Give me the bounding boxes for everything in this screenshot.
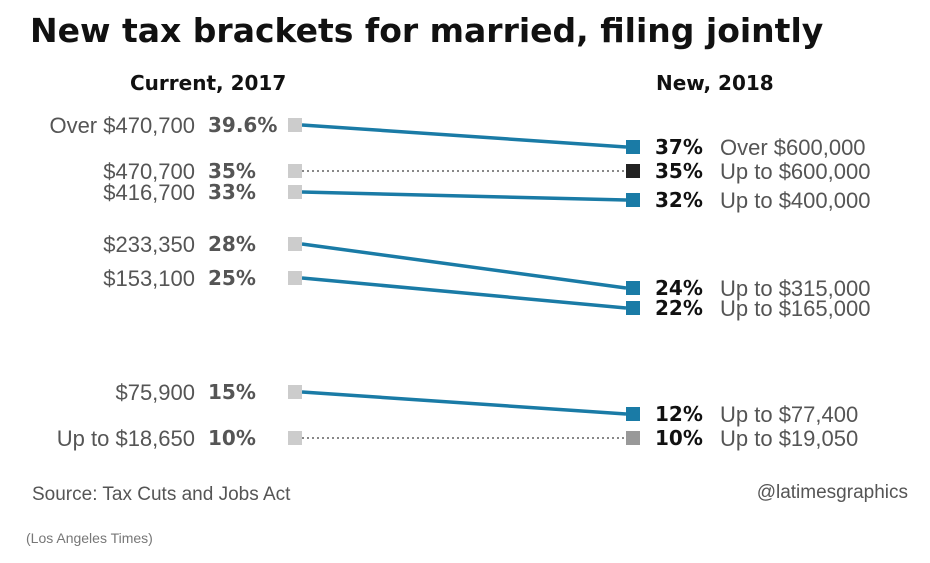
current-rate-label: 28%: [208, 232, 256, 256]
connector-lines: [301, 123, 627, 439]
current-bracket-marker: [288, 185, 302, 199]
new-bracket-marker: [626, 281, 640, 295]
footer-attribution: (Los Angeles Times): [26, 530, 153, 546]
credit-handle: @latimesgraphics: [757, 482, 908, 503]
current-bracket-marker: [288, 271, 302, 285]
new-bracket-marker: [626, 193, 640, 207]
current-threshold-label: Up to $18,650: [57, 426, 195, 451]
current-rate-label: 33%: [208, 180, 256, 204]
chart-title: New tax brackets for married, filing joi…: [30, 11, 823, 50]
current-threshold-label: $416,700: [103, 180, 195, 205]
new-threshold-label: Over $600,000: [720, 135, 866, 160]
new-threshold-label: Up to $400,000: [720, 188, 870, 213]
new-rate-label: 37%: [655, 135, 703, 159]
current-bracket-marker: [288, 385, 302, 399]
new-bracket-marker: [626, 164, 640, 178]
new-bracket-marker: [626, 301, 640, 315]
current-rate-label: 35%: [208, 159, 256, 183]
new-threshold-label: Up to $600,000: [720, 159, 870, 184]
current-rate-label: 25%: [208, 266, 256, 290]
current-bracket-marker: [288, 164, 302, 178]
new-rate-label: 24%: [655, 276, 703, 300]
connector-line-3: [301, 242, 627, 290]
connector-line-4: [301, 276, 627, 310]
new-rate-label: 10%: [655, 426, 703, 450]
new-bracket-marker: [626, 140, 640, 154]
current-bracket-marker: [288, 237, 302, 251]
new-rate-label: 35%: [655, 159, 703, 183]
connector-line-2: [301, 190, 627, 202]
current-rate-label: 10%: [208, 426, 256, 450]
current-threshold-label: $233,350: [103, 232, 195, 257]
new-threshold-label: Up to $77,400: [720, 402, 858, 427]
connector-line-0: [301, 123, 627, 149]
column-header-current: Current, 2017: [130, 71, 286, 95]
new-rate-label: 12%: [655, 402, 703, 426]
new-bracket-marker: [626, 407, 640, 421]
new-bracket-marker: [626, 431, 640, 445]
current-threshold-label: $75,900: [115, 380, 195, 405]
current-brackets: Over $470,700 39.6% $470,700 35% $416,700 33%…: [49, 113, 302, 451]
new-rate-label: 32%: [655, 188, 703, 212]
column-header-new: New, 2018: [656, 71, 774, 95]
current-rate-label: 15%: [208, 380, 256, 404]
current-threshold-label: $153,100: [103, 266, 195, 291]
new-threshold-label: Up to $19,050: [720, 426, 858, 451]
connector-line-5: [301, 390, 627, 416]
new-threshold-label: Up to $165,000: [720, 296, 870, 321]
current-threshold-label: $470,700: [103, 159, 195, 184]
new-brackets: 37% Over $600,000 35% Up to $600,000 32% Up t…: [626, 135, 870, 451]
new-threshold-label: Up to $315,000: [720, 276, 870, 301]
new-rate-label: 22%: [655, 296, 703, 320]
source-note: Source: Tax Cuts and Jobs Act: [32, 484, 291, 505]
current-threshold-label: Over $470,700: [49, 113, 195, 138]
current-bracket-marker: [288, 431, 302, 445]
current-rate-label: 39.6%: [208, 113, 277, 137]
current-bracket-marker: [288, 118, 302, 132]
